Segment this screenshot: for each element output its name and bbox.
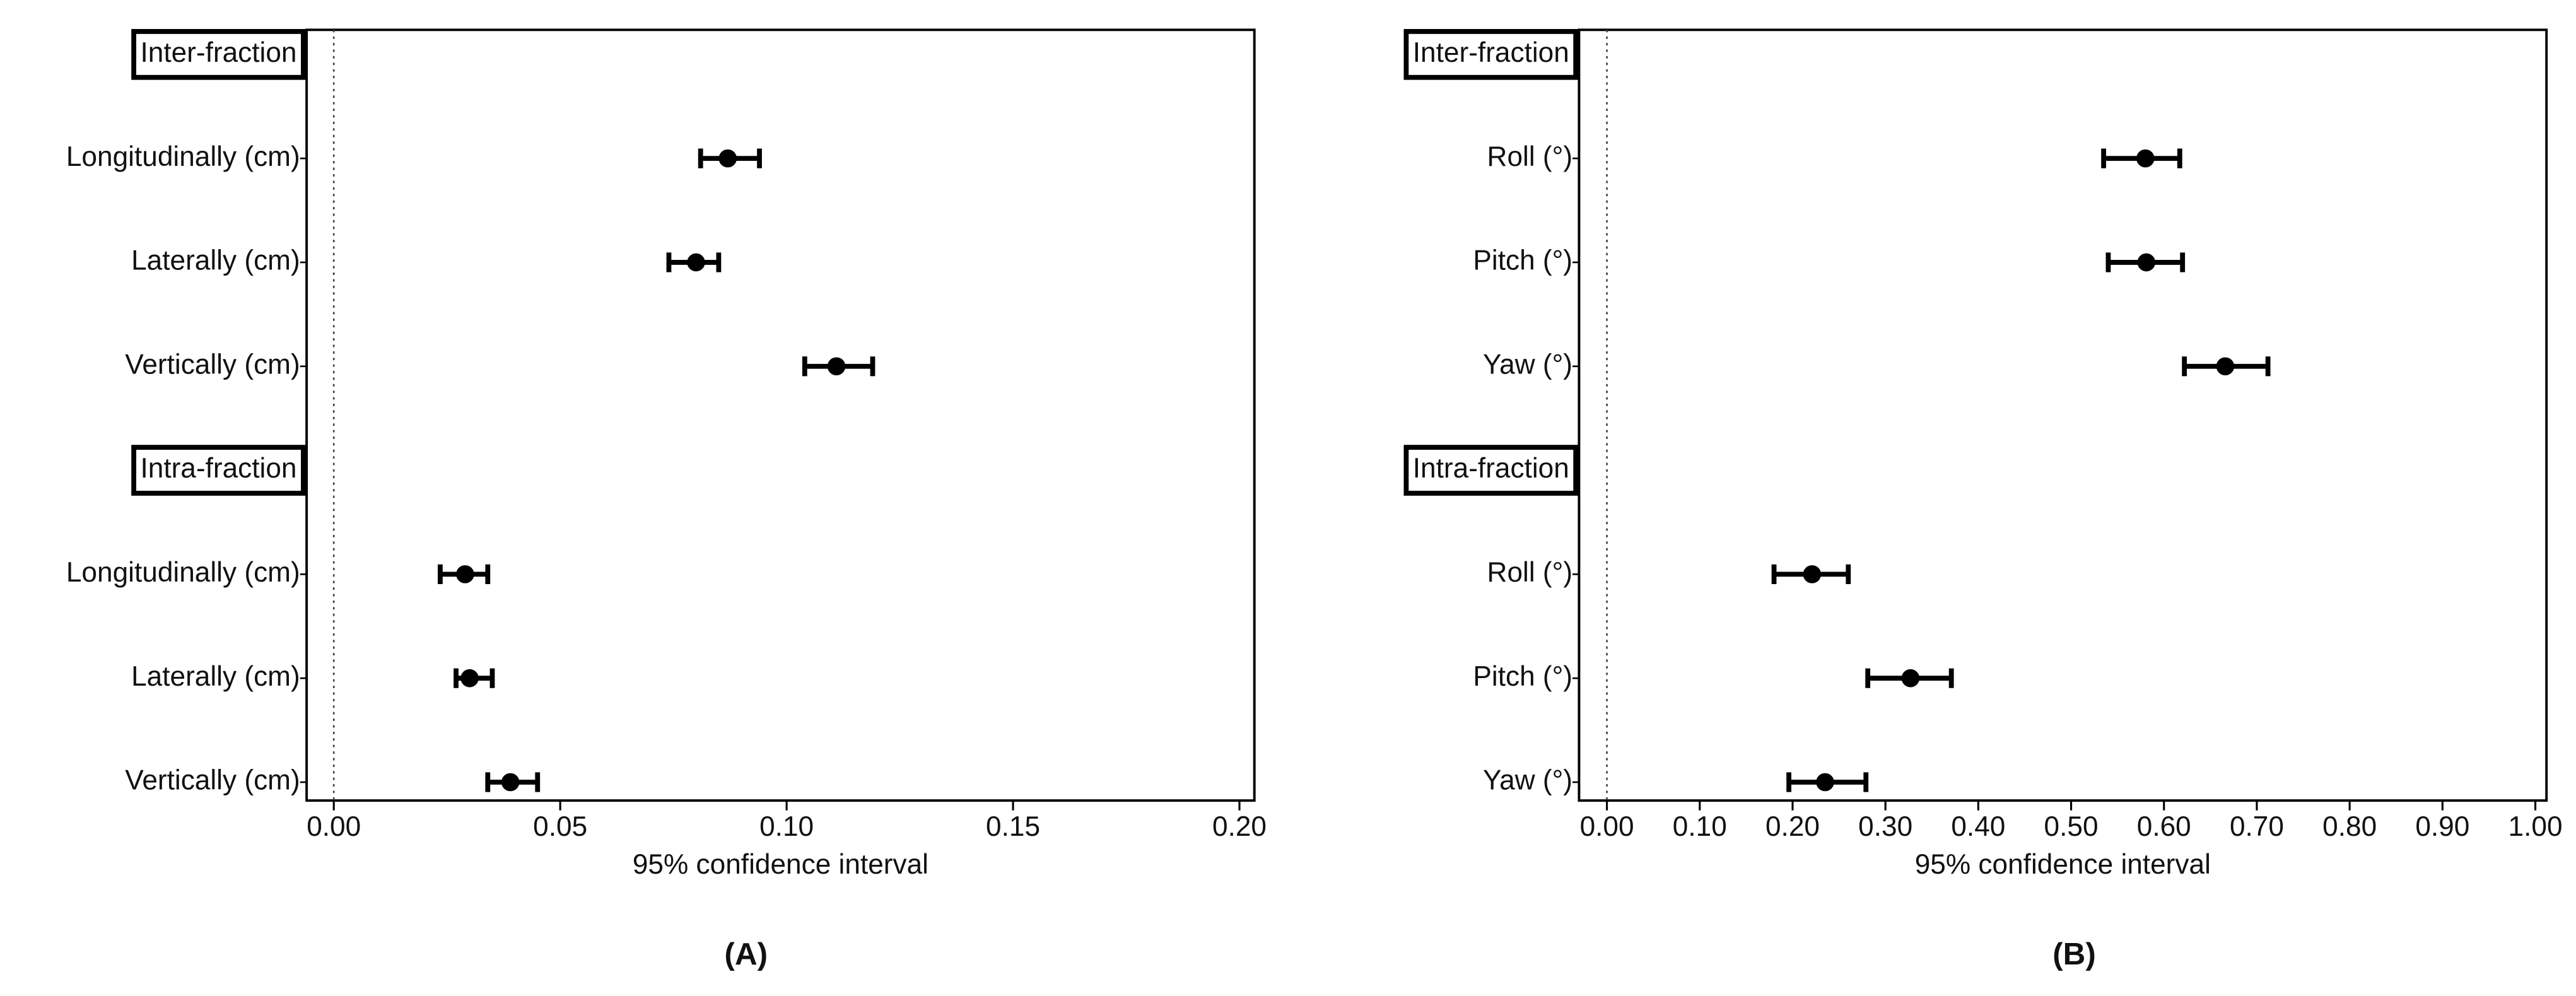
y-tick-label: Laterally (cm) (131, 661, 300, 692)
point-estimate (827, 357, 846, 376)
y-tick-label: Longitudinally (cm) (66, 557, 300, 588)
group-header: Inter-fraction (140, 37, 296, 68)
point-estimate (687, 253, 705, 272)
x-tick-label: 0.15 (986, 811, 1040, 842)
x-tick-label: 0.10 (1673, 811, 1727, 842)
y-tick-label: Vertically (cm) (125, 349, 300, 380)
x-tick-label: 0.50 (2044, 811, 2099, 842)
y-tick-label: Yaw (°) (1483, 765, 1572, 796)
group-header: Intra-fraction (140, 453, 296, 484)
point-estimate (1901, 669, 1920, 688)
x-tick-label: 0.90 (2415, 811, 2469, 842)
point-estimate (2136, 149, 2155, 168)
x-tick-label: 0.60 (2137, 811, 2191, 842)
plot-frame (1578, 28, 2548, 802)
y-tick-label: Roll (°) (1487, 141, 1573, 172)
y-tick-label: Vertically (cm) (125, 765, 300, 796)
x-tick-label: 0.20 (1212, 811, 1267, 842)
y-tick-label: Longitudinally (cm) (66, 141, 300, 172)
x-tick-label: 0.10 (759, 811, 814, 842)
point-estimate (1816, 773, 1834, 792)
y-tick-label: Yaw (°) (1483, 349, 1572, 380)
y-tick-label: Pitch (°) (1473, 661, 1572, 692)
point-estimate (2137, 253, 2156, 272)
x-tick-label: 1.00 (2509, 811, 2563, 842)
point-estimate (1803, 565, 1822, 583)
group-header-box (1403, 445, 1579, 496)
x-tick-label: 0.30 (1858, 811, 1912, 842)
x-tick-label: 0.05 (533, 811, 587, 842)
x-tick-label: 0.70 (2230, 811, 2284, 842)
x-axis-label: 95% confidence interval (633, 849, 928, 880)
group-header-box (1403, 29, 1579, 80)
y-tick-label: Pitch (°) (1473, 245, 1572, 276)
point-estimate (456, 565, 474, 583)
point-estimate (2216, 357, 2235, 376)
group-header-box (131, 29, 306, 80)
panel-label: (B) (2052, 937, 2096, 971)
x-tick-label: 0.20 (1765, 811, 1820, 842)
group-header: Inter-fraction (1413, 37, 1569, 68)
x-axis-label: 95% confidence interval (1915, 849, 2211, 880)
group-header-box (131, 445, 306, 496)
group-header: Intra-fraction (1413, 453, 1569, 484)
y-tick-label: Roll (°) (1487, 557, 1573, 588)
point-estimate (501, 773, 520, 792)
point-estimate (460, 669, 479, 688)
panel-label: (A) (725, 937, 768, 971)
y-tick-label: Laterally (cm) (131, 245, 300, 276)
plot-frame (305, 28, 1256, 802)
x-tick-label: 0.00 (307, 811, 361, 842)
x-tick-label: 0.80 (2322, 811, 2377, 842)
point-estimate (718, 149, 737, 168)
x-tick-label: 0.40 (1951, 811, 2005, 842)
x-tick-label: 0.00 (1580, 811, 1634, 842)
